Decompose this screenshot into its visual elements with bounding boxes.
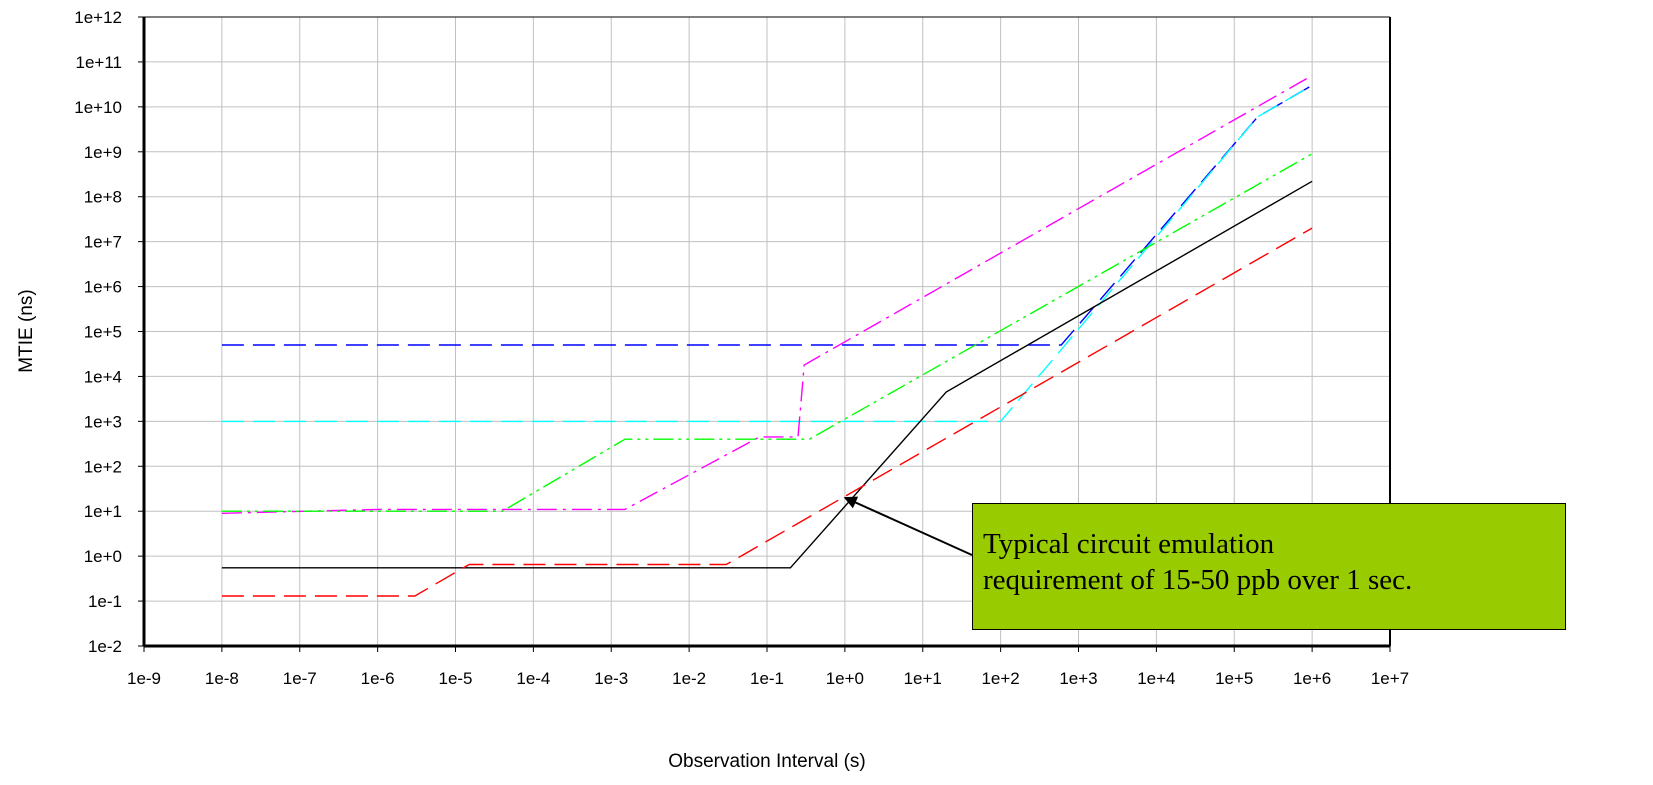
series-line-4 — [221, 153, 1313, 512]
x-tick-label: 1e+7 — [1371, 669, 1409, 688]
y-tick-label: 1e+11 — [76, 53, 122, 72]
x-tick-label: 1e+6 — [1293, 669, 1331, 688]
series-group — [221, 74, 1313, 597]
x-tick-labels: 1e-9 1e-8 1e-7 1e-6 1e-5 1e-4 1e-3 1e-2 1e-1 1e+0… — [127, 646, 1409, 688]
y-tick-label: 1e+0 — [84, 547, 122, 566]
y-tick-label: 1e-2 — [88, 637, 122, 656]
callout-arrow — [843, 496, 973, 556]
x-tick-label: 1e-2 — [672, 669, 706, 688]
x-tick-label: 1e-9 — [127, 669, 161, 688]
y-tick-label: 1e+8 — [84, 188, 122, 207]
x-tick-label: 1e-7 — [283, 669, 317, 688]
callout-box: Typical circuit emulation requirement of… — [972, 503, 1566, 630]
series-line-5 — [221, 180, 1313, 569]
y-tick-labels: 1e-2 1e-1 1e+0 1e+1 1e+2 1e+3 1e+4 1e+5 1e+6 1e+7… — [74, 8, 144, 656]
series-line-2 — [221, 84, 1313, 423]
y-tick-label: 1e+12 — [74, 8, 122, 27]
y-tick-label: 1e+2 — [84, 457, 122, 476]
x-tick-label: 1e+1 — [904, 669, 942, 688]
x-tick-label: 1e+4 — [1137, 669, 1175, 688]
x-tick-label: 1e+2 — [981, 669, 1019, 688]
y-tick-label: 1e+9 — [84, 143, 122, 162]
x-tick-label: 1e+3 — [1059, 669, 1097, 688]
x-tick-label: 1e+5 — [1215, 669, 1253, 688]
y-tick-label: 1e+1 — [84, 502, 122, 521]
y-tick-label: 1e+10 — [74, 98, 122, 117]
y-tick-label: 1e+5 — [84, 323, 122, 342]
x-tick-label: 1e-4 — [516, 669, 550, 688]
callout-line-1: Typical circuit emulation — [983, 528, 1275, 560]
x-axis-title: Observation Interval (s) — [668, 751, 865, 772]
x-tick-label: 1e+0 — [826, 669, 864, 688]
x-tick-label: 1e-6 — [361, 669, 395, 688]
y-tick-label: 1e+7 — [84, 233, 122, 252]
series-line-3 — [221, 74, 1313, 514]
y-tick-label: 1e-1 — [88, 592, 122, 611]
series-line-1 — [221, 84, 1313, 346]
y-tick-label: 1e+4 — [84, 367, 122, 386]
x-tick-label: 1e-8 — [205, 669, 239, 688]
callout-line-2: requirement of 15-50 ppb over 1 sec. — [983, 564, 1413, 596]
x-tick-label: 1e-3 — [594, 669, 628, 688]
x-tick-label: 1e-5 — [438, 669, 472, 688]
series-line-6 — [221, 227, 1313, 597]
y-tick-label: 1e+6 — [84, 278, 122, 297]
y-axis-title: MTIE (ns) — [16, 289, 37, 372]
y-tick-label: 1e+3 — [84, 412, 122, 431]
x-tick-label: 1e-1 — [750, 669, 784, 688]
